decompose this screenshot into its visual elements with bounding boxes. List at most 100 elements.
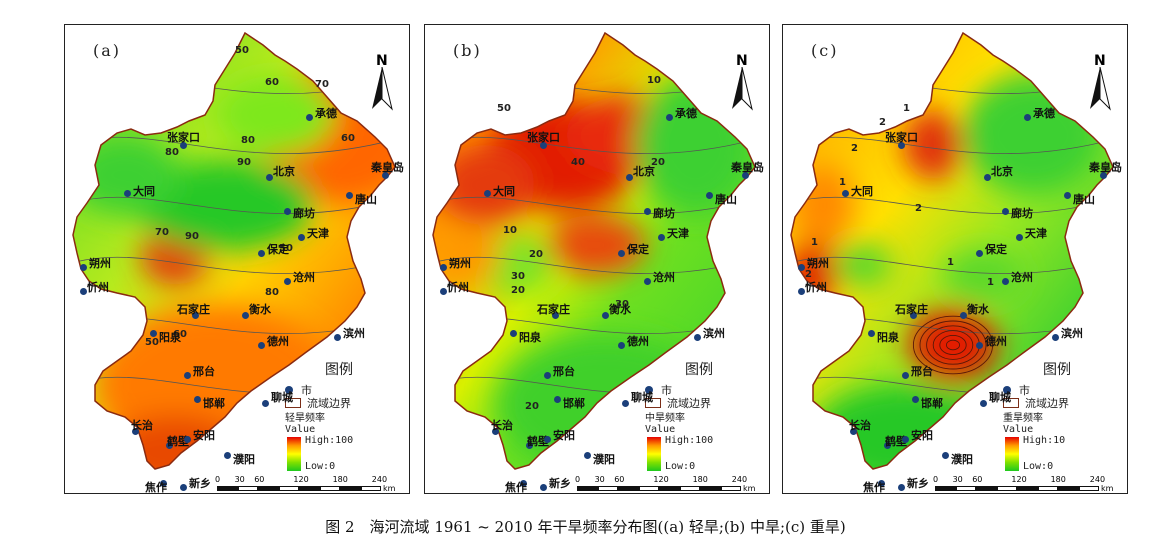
legend-boundary: 流域边界 <box>307 397 351 410</box>
contour-label: 2 <box>805 269 812 280</box>
intensity-region <box>215 75 335 155</box>
city-marker <box>242 312 249 319</box>
legend-value: Value <box>285 424 316 435</box>
intensity-region <box>943 250 1023 300</box>
legend: 图例 市 流域边界 轻旱频率 Value High:100 Low:0 <box>279 359 407 493</box>
city-label: 阳泉 <box>877 331 899 344</box>
city-dot-icon <box>645 386 653 394</box>
city-marker <box>334 334 341 341</box>
map-panel-a: 50 60 80 80 90 70 60 90 50 50 70 80 60 (a) N 图例 市 流域… <box>64 24 410 494</box>
drought-map-c: 1 2 1 2 2 1 1 2 1 <box>790 31 1114 470</box>
city-marker <box>382 172 389 179</box>
city-marker <box>658 234 665 241</box>
contour-label: 60 <box>265 77 279 88</box>
city-label: 邢台 <box>911 365 933 378</box>
color-ramp <box>1005 437 1019 471</box>
contour-line <box>433 194 755 214</box>
city-marker <box>798 288 805 295</box>
city-label: 大同 <box>493 185 515 198</box>
city-marker <box>1024 114 1031 121</box>
intensity-region <box>135 160 315 250</box>
contour-label: 60 <box>341 133 355 144</box>
scale-tick: 0 <box>933 475 939 484</box>
city-marker <box>584 452 591 459</box>
north-arrow-icon: N <box>729 53 755 113</box>
contour-label: 50 <box>145 337 159 348</box>
city-marker <box>484 190 491 197</box>
city-marker <box>440 264 447 271</box>
city-marker <box>898 142 905 149</box>
north-arrow-icon: N <box>1087 53 1113 113</box>
city-label: 衡水 <box>249 303 271 316</box>
city-marker <box>540 484 547 491</box>
city-marker <box>224 452 231 459</box>
city-label: 焦作 <box>145 481 167 494</box>
boundary-icon <box>1003 398 1019 408</box>
city-label: 秦皇岛 <box>731 161 764 174</box>
city-marker <box>1064 192 1071 199</box>
city-marker <box>284 208 291 215</box>
contour-label: 2 <box>915 203 922 214</box>
legend-high: High:10 <box>1023 435 1066 446</box>
scale-bar: 0 30 60 120 180 240 km <box>929 475 1119 493</box>
city-label: 石家庄 <box>537 303 570 316</box>
city-marker <box>976 250 983 257</box>
contour-label: 70 <box>155 227 169 238</box>
city-marker <box>194 396 201 403</box>
city-marker <box>694 334 701 341</box>
scale-tick: 120 <box>293 475 309 484</box>
city-marker <box>184 372 191 379</box>
legend-high: High:100 <box>305 435 354 446</box>
city-label: 朔州 <box>449 257 471 270</box>
intensity-region <box>908 307 998 383</box>
legend-low: Low:0 <box>305 461 336 472</box>
contour-label: 1 <box>839 177 846 188</box>
city-marker <box>258 250 265 257</box>
drought-map-b: 50 40 30 30 20 10 10 20 20 20 <box>432 31 756 470</box>
figure-caption: 图 2 海河流域 1961 ~ 2010 年干旱频率分布图((a) 轻旱;(b)… <box>325 518 846 536</box>
contour-label: 20 <box>525 401 539 412</box>
city-marker <box>798 264 805 271</box>
city-marker <box>984 174 991 181</box>
legend-low: Low:0 <box>665 461 696 472</box>
city-marker <box>912 396 919 403</box>
city-label: 邯郸 <box>203 397 225 410</box>
panel-label: (b) <box>453 41 482 60</box>
city-marker <box>544 436 551 443</box>
contour-label: 40 <box>571 157 585 168</box>
city-marker <box>626 174 633 181</box>
scale-tick: 240 <box>1089 475 1106 484</box>
legend-low: Low:0 <box>1023 461 1054 472</box>
city-label: 唐山 <box>355 193 377 206</box>
city-label: 秦皇岛 <box>371 161 404 174</box>
city-label: 朔州 <box>89 257 111 270</box>
legend-title: 图例 <box>1043 362 1071 378</box>
color-ramp <box>287 437 301 471</box>
contour-label: 10 <box>503 225 517 236</box>
city-label: 鹤壁 <box>167 435 189 448</box>
contour-label: 90 <box>185 231 199 242</box>
city-marker <box>910 312 917 319</box>
city-label: 沧州 <box>1011 271 1033 284</box>
city-label: 大同 <box>133 185 155 198</box>
boundary-icon <box>645 398 661 408</box>
intensity-region <box>435 145 535 225</box>
scale-tick: 30 <box>952 475 963 484</box>
city-marker <box>902 372 909 379</box>
city-label: 邢台 <box>193 365 215 378</box>
map-panel-b: 50 40 30 30 20 10 10 20 20 20 (b) N 图例 市 流域边界 中旱频… <box>424 24 770 494</box>
scale-bar-segments <box>217 486 381 491</box>
contour-label: 1 <box>947 257 954 268</box>
city-label: 唐山 <box>715 193 737 206</box>
scale-bar: 0 30 60 120 180 240 km <box>571 475 761 493</box>
city-label: 北京 <box>991 165 1013 178</box>
city-label: 安阳 <box>553 429 575 442</box>
city-label: 长治 <box>491 419 513 432</box>
city-label: 滨州 <box>1061 327 1083 340</box>
city-marker <box>902 436 909 443</box>
city-marker <box>262 400 269 407</box>
city-label: 新乡 <box>189 477 211 490</box>
city-marker <box>622 400 629 407</box>
city-marker <box>184 436 191 443</box>
city-marker <box>980 400 987 407</box>
